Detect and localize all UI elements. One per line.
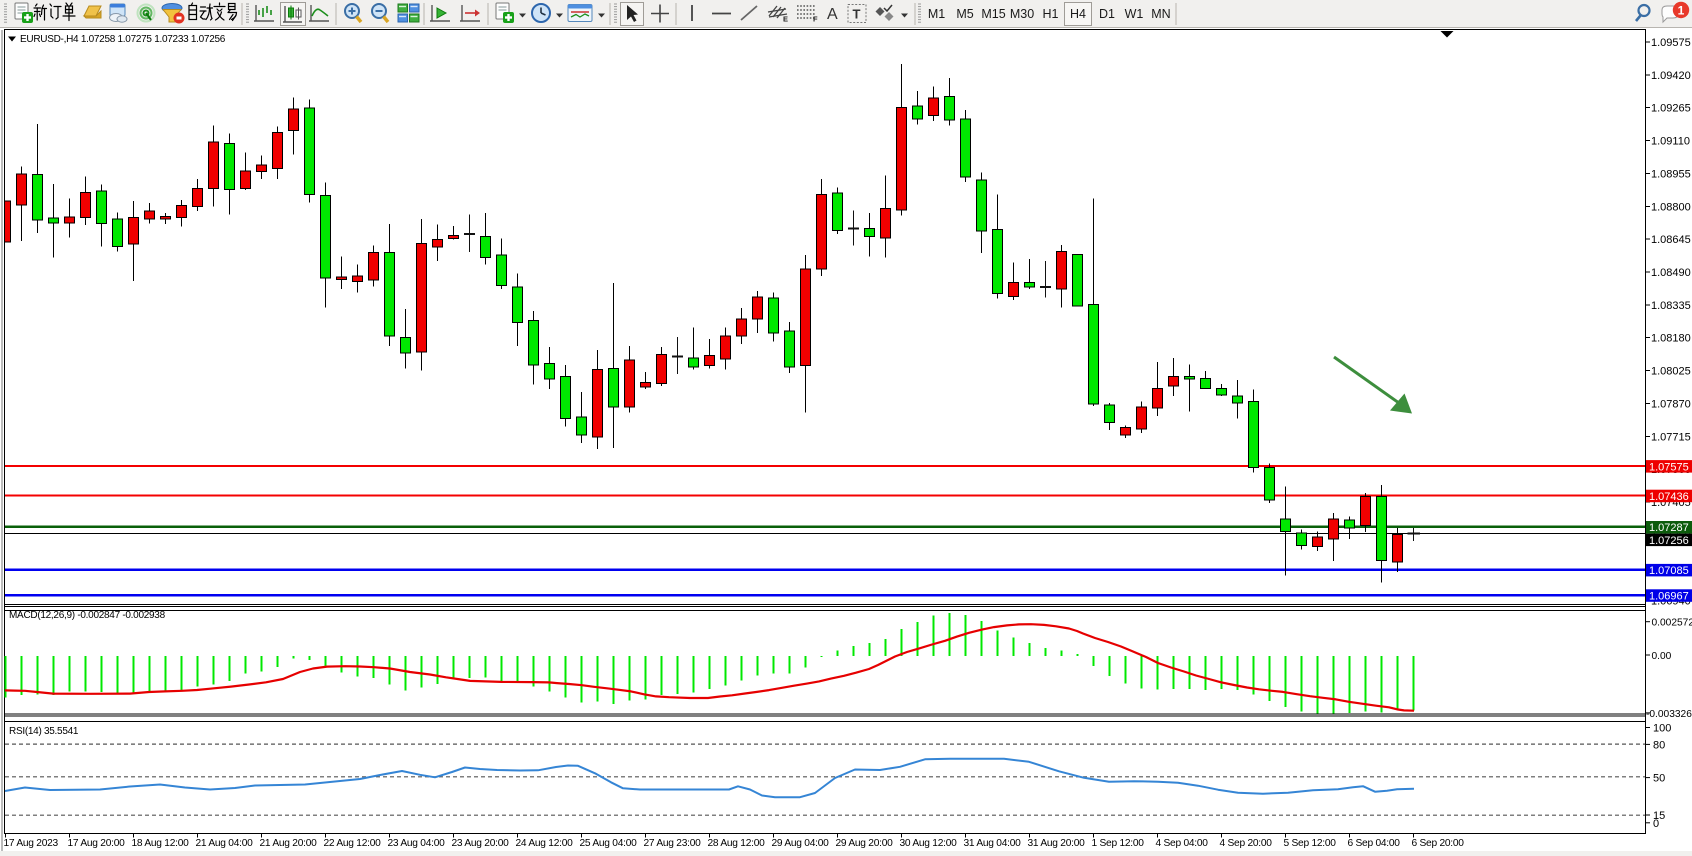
svg-text:22 Aug 12:00: 22 Aug 12:00 (324, 838, 382, 849)
svg-text:6 Sep 20:00: 6 Sep 20:00 (1412, 838, 1465, 849)
svg-text:A: A (827, 6, 838, 23)
svg-text:MACD(12,26,9) -0.002847 -0.002: MACD(12,26,9) -0.002847 -0.002938 (9, 610, 166, 621)
svg-text:1.09420: 1.09420 (1651, 70, 1691, 82)
svg-text:-0.003326: -0.003326 (1646, 709, 1692, 720)
svg-text:1 Sep 12:00: 1 Sep 12:00 (1092, 838, 1145, 849)
svg-text:4 Sep 04:00: 4 Sep 04:00 (1156, 838, 1209, 849)
svg-text:1.07436: 1.07436 (1649, 491, 1689, 503)
svg-text:50: 50 (1653, 773, 1665, 785)
svg-text:0.00: 0.00 (1652, 651, 1672, 662)
svg-text:1.07085: 1.07085 (1649, 565, 1689, 577)
svg-text:RSI(14) 35.5541: RSI(14) 35.5541 (9, 726, 79, 737)
svg-text:1.08180: 1.08180 (1651, 333, 1691, 345)
svg-text:1.07715: 1.07715 (1651, 431, 1691, 443)
svg-text:1.07575: 1.07575 (1649, 461, 1689, 473)
svg-text:17 Aug 20:00: 17 Aug 20:00 (68, 838, 126, 849)
svg-text:1: 1 (1678, 4, 1685, 18)
svg-text:31 Aug 20:00: 31 Aug 20:00 (1028, 838, 1086, 849)
svg-text:1.07870: 1.07870 (1651, 399, 1691, 411)
svg-text:H1: H1 (1043, 7, 1059, 21)
svg-text:D1: D1 (1099, 7, 1115, 21)
svg-text:H4: H4 (1070, 7, 1086, 21)
svg-text:1.08800: 1.08800 (1651, 201, 1691, 213)
svg-text:18 Aug 12:00: 18 Aug 12:00 (132, 838, 190, 849)
svg-text:E: E (783, 15, 788, 24)
svg-text:24 Aug 12:00: 24 Aug 12:00 (516, 838, 574, 849)
svg-text:MN: MN (1151, 7, 1170, 21)
svg-text:25 Aug 04:00: 25 Aug 04:00 (580, 838, 638, 849)
svg-text:23 Aug 20:00: 23 Aug 20:00 (452, 838, 510, 849)
svg-text:27 Aug 23:00: 27 Aug 23:00 (644, 838, 702, 849)
svg-text:1.06967: 1.06967 (1649, 591, 1689, 603)
svg-text:15: 15 (1653, 810, 1665, 822)
svg-text:31 Aug 04:00: 31 Aug 04:00 (964, 838, 1022, 849)
svg-text:1.08490: 1.08490 (1651, 267, 1691, 279)
svg-text:23 Aug 04:00: 23 Aug 04:00 (388, 838, 446, 849)
svg-text:29 Aug 04:00: 29 Aug 04:00 (772, 838, 830, 849)
svg-text:0.002572: 0.002572 (1652, 618, 1692, 629)
svg-text:M5: M5 (956, 7, 973, 21)
svg-text:1.09110: 1.09110 (1651, 136, 1690, 148)
svg-text:1.08645: 1.08645 (1651, 234, 1691, 246)
svg-text:M30: M30 (1010, 7, 1034, 21)
svg-text:0: 0 (1653, 818, 1659, 830)
svg-text:EURUSD-,H4 1.07258 1.07275 1.: EURUSD-,H4 1.07258 1.07275 1.07233 1.072… (20, 34, 226, 45)
svg-text:6 Sep 04:00: 6 Sep 04:00 (1348, 838, 1401, 849)
svg-text:29 Aug 20:00: 29 Aug 20:00 (836, 838, 894, 849)
svg-text:T: T (853, 7, 861, 22)
svg-text:1.08955: 1.08955 (1651, 168, 1691, 180)
svg-text:17 Aug 2023: 17 Aug 2023 (4, 838, 59, 849)
svg-text:W1: W1 (1125, 7, 1144, 21)
svg-text:M1: M1 (928, 7, 945, 21)
svg-text:4 Sep 20:00: 4 Sep 20:00 (1220, 838, 1273, 849)
svg-text:5 Sep 12:00: 5 Sep 12:00 (1284, 838, 1337, 849)
svg-text:1.09575: 1.09575 (1651, 37, 1691, 49)
svg-text:F: F (813, 15, 818, 24)
svg-text:21 Aug 04:00: 21 Aug 04:00 (196, 838, 254, 849)
svg-text:21 Aug 20:00: 21 Aug 20:00 (260, 838, 318, 849)
svg-text:1.07256: 1.07256 (1649, 535, 1689, 547)
svg-text:1.07287: 1.07287 (1649, 522, 1689, 534)
svg-text:80: 80 (1653, 739, 1665, 751)
svg-text:M15: M15 (981, 7, 1005, 21)
svg-text:30 Aug 12:00: 30 Aug 12:00 (900, 838, 958, 849)
svg-text:1.09265: 1.09265 (1651, 103, 1691, 115)
svg-text:100: 100 (1653, 723, 1671, 735)
svg-text:1.08335: 1.08335 (1651, 300, 1691, 312)
svg-text:1.08025: 1.08025 (1651, 366, 1691, 378)
svg-text:28 Aug 12:00: 28 Aug 12:00 (708, 838, 766, 849)
